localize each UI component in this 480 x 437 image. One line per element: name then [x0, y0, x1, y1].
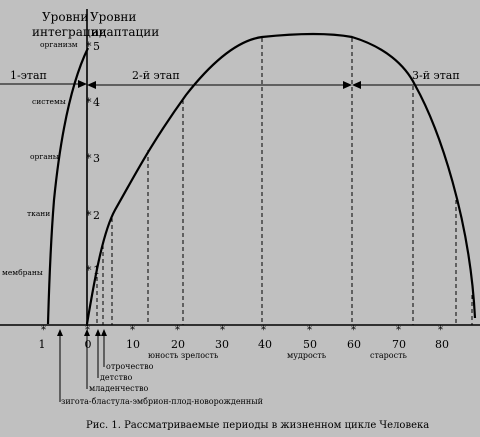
axis-star: *	[307, 325, 312, 336]
adolescence-leader-arrow	[101, 329, 107, 336]
period-zygote: зигота-бластула-эмбрион-плод-новорожденн…	[61, 397, 263, 406]
integration-header-line2: интеграции	[32, 25, 107, 39]
axis-star: *	[175, 325, 180, 336]
level-name-tissues: ткани	[27, 209, 50, 218]
zygote-leader-arrow	[57, 329, 63, 336]
axis-star: *	[438, 325, 443, 336]
level-star-2: *	[86, 209, 92, 222]
adaptation-curve	[85, 32, 477, 325]
integration-header-line1: Уровни	[42, 10, 88, 24]
age-tick-label: 50	[303, 338, 317, 351]
stage1-curve	[46, 47, 89, 325]
level-name-organism: организм	[40, 40, 78, 49]
stage2-arrow-head-left	[87, 81, 96, 89]
childhood-leader-arrow	[95, 329, 101, 336]
stage1-arrow-head	[78, 80, 87, 88]
age-tick-label: 10	[126, 338, 140, 351]
stage2-arrow-head-right	[343, 81, 352, 89]
level-number-2: 2	[93, 209, 100, 222]
age-tick-label: 30	[215, 338, 229, 351]
period-wisdom: мудрость	[287, 351, 327, 360]
age-tick-label: 60	[347, 338, 361, 351]
level-name-membranes: мембраны	[2, 268, 43, 277]
axis-star: *	[351, 325, 356, 336]
level-number-5: 5	[93, 40, 100, 53]
level-star-1: *	[86, 264, 92, 277]
stage3-arrow-head	[352, 81, 361, 89]
stage3-label: 3-й этап	[412, 69, 460, 82]
age-tick-label: 20	[171, 338, 185, 351]
axis-star: *	[396, 325, 401, 336]
level-star-5: *	[86, 40, 92, 53]
axis-star: *	[130, 325, 135, 336]
level-number-4: 4	[93, 96, 100, 109]
period-youth-maturity: юность зрелость	[148, 351, 219, 360]
period-infancy: младенчество	[89, 384, 149, 393]
level-star-3: *	[86, 152, 92, 165]
period-old-age: старость	[370, 351, 408, 360]
infancy-leader-arrow	[84, 329, 90, 336]
axis-star: *	[41, 325, 46, 336]
stage2-label: 2-й этап	[132, 69, 180, 82]
adaptation-header-line2: адаптации	[92, 25, 159, 39]
period-adolescence: отрочество	[106, 362, 154, 371]
adaptation-header-line1: Уровни	[90, 10, 136, 24]
level-number-3: 3	[93, 152, 100, 165]
level-name-organs: органы	[30, 152, 59, 161]
level-name-systems: системы	[32, 97, 66, 106]
age-tick-label: 1	[39, 338, 46, 351]
axis-star: *	[220, 325, 225, 336]
stage1-label: 1-этап	[10, 69, 47, 82]
age-tick-label: 80	[435, 338, 449, 351]
age-tick-label: 0	[85, 338, 92, 351]
level-star-4: *	[86, 96, 92, 109]
figure-caption: Рис. 1. Рассматриваемые периоды в жизнен…	[86, 420, 429, 431]
period-childhood: детство	[100, 373, 132, 382]
axis-star: *	[261, 325, 266, 336]
age-tick-label: 70	[392, 338, 406, 351]
age-tick-label: 40	[258, 338, 272, 351]
